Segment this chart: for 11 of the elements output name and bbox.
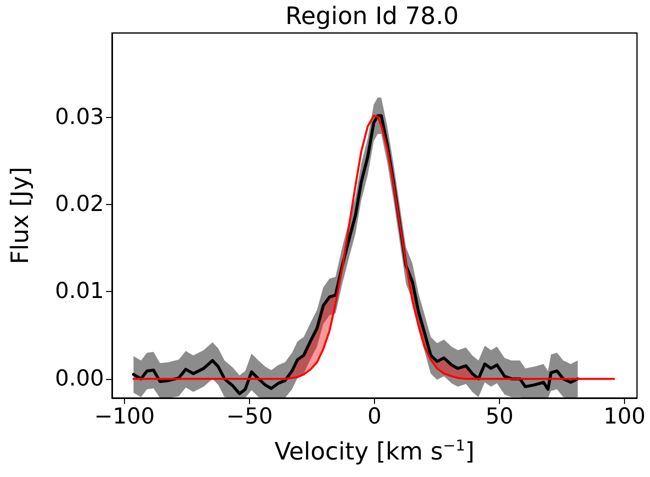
- y-tick-label: 0.02: [55, 192, 104, 218]
- y-tick-label: 0.00: [55, 366, 104, 392]
- y-axis-title: Flux [Jy]: [6, 166, 34, 264]
- x-tick-label: −50: [226, 404, 273, 430]
- chart-title: Region Id 78.0: [285, 2, 459, 30]
- y-tick-label: 0.01: [55, 279, 104, 304]
- x-tick-label: 100: [604, 404, 646, 430]
- x-tick-label: 50: [486, 404, 514, 430]
- y-tick-label: 0.03: [55, 105, 104, 130]
- x-tick-label: −100: [94, 404, 155, 430]
- x-tick-label: 0: [368, 404, 382, 430]
